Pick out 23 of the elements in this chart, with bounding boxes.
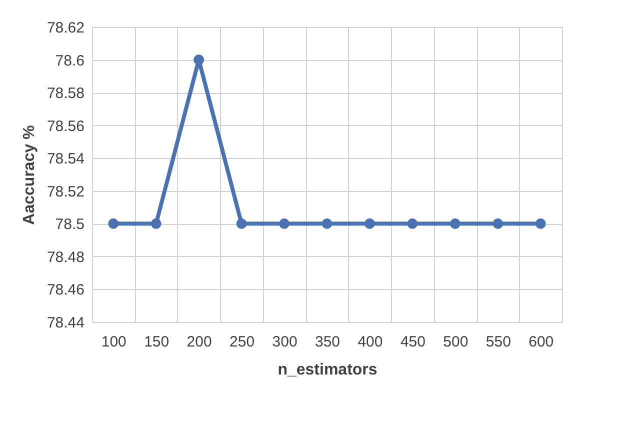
y-tick-label: 78.58 — [46, 85, 84, 102]
y-tick-label: 78.54 — [46, 150, 84, 168]
x-tick-label: 500 — [443, 334, 468, 350]
x-tick-label: 550 — [486, 334, 511, 350]
x-tick-label: 150 — [144, 334, 170, 350]
y-tick-label: 78.6 — [55, 52, 84, 70]
x-tick-label: 100 — [101, 334, 126, 350]
x-tick-label: 250 — [230, 334, 255, 350]
x-tick-label: 400 — [358, 334, 383, 350]
y-tick-label: 78.46 — [46, 282, 84, 299]
x-axis-title: n_estimators — [278, 362, 378, 378]
y-tick-label: 78.5 — [55, 216, 84, 234]
x-tick-label: 200 — [186, 334, 212, 350]
y-tick-label: 78.52 — [46, 183, 84, 200]
x-tick-label: 300 — [272, 334, 298, 350]
y-tick-label: 78.62 — [46, 20, 84, 36]
x-tick-label: 450 — [400, 334, 426, 350]
y-tick-label: 78.48 — [46, 248, 84, 266]
y-tick-label: 78.56 — [46, 118, 84, 135]
y-tick-label: 78.44 — [46, 314, 84, 332]
x-tick-label: 350 — [314, 334, 340, 350]
x-tick-label: 600 — [528, 334, 554, 350]
y-axis-title: Aaccuracy % — [20, 125, 38, 225]
